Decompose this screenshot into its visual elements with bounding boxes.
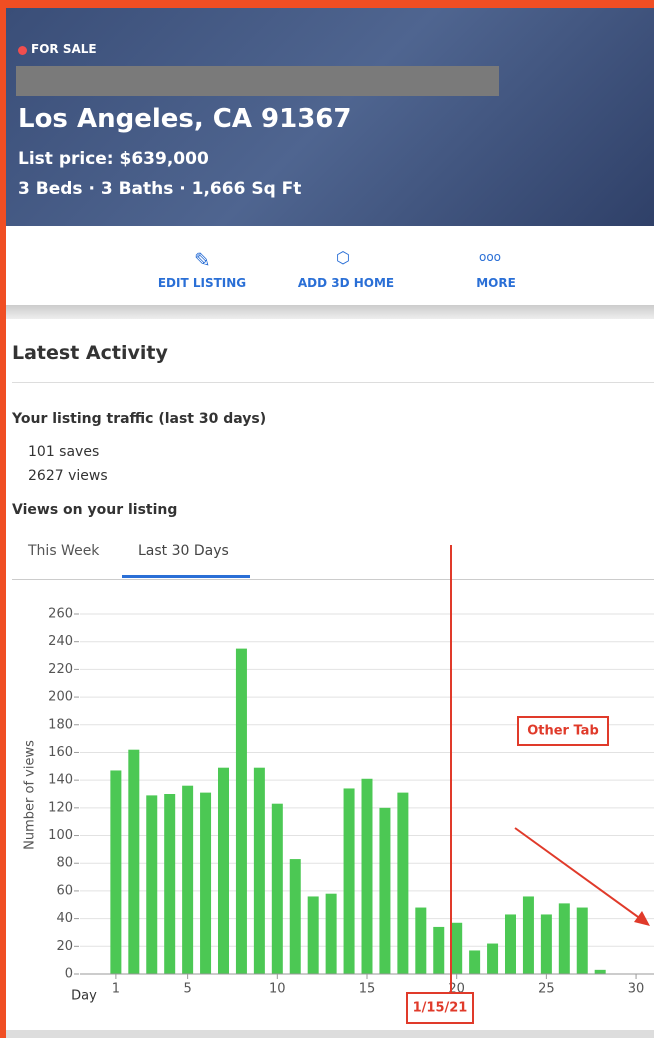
tab[interactable]: This Week: [28, 543, 100, 559]
bar: [522, 896, 534, 974]
arrow: [514, 827, 646, 923]
x-tick-label: 10: [269, 982, 286, 997]
bar: [594, 969, 606, 974]
annotation-box: [517, 716, 609, 746]
bar: [451, 922, 463, 974]
bar: [200, 792, 212, 974]
bar: [325, 893, 337, 974]
views-title: Views on your listing: [12, 502, 178, 518]
divider: [6, 305, 654, 319]
bar: [415, 907, 427, 974]
bar: [110, 770, 122, 974]
bar: [576, 907, 588, 974]
arrow-head: [634, 911, 650, 926]
rule: [12, 579, 654, 580]
more-icon: ooo: [479, 250, 502, 264]
more[interactable]: MORE: [476, 276, 516, 290]
bar: [433, 926, 445, 974]
3d-icon: ⬡: [336, 248, 350, 267]
section-title: Latest Activity: [12, 342, 168, 364]
bar: [253, 767, 265, 974]
annotation-box: [406, 992, 474, 1024]
add-3d-home[interactable]: ADD 3D HOME: [297, 276, 395, 290]
x-tick-label: 5: [183, 982, 191, 997]
annotation: 1/15/21: [413, 1001, 468, 1016]
bar: [289, 859, 301, 974]
annotation: Other Tab: [527, 724, 599, 739]
x-tick-label: 1: [112, 982, 120, 997]
y-tick-label: 60: [56, 883, 73, 898]
rule: [12, 382, 654, 383]
y-tick-label: 80: [56, 856, 73, 871]
y-tick-label: 40: [56, 911, 73, 926]
y-tick-label: 260: [48, 607, 73, 622]
redacted: [16, 66, 499, 96]
y-tick-label: 220: [48, 662, 73, 677]
y-tick-label: 180: [48, 717, 73, 732]
y-tick-label: 20: [56, 939, 73, 954]
bar: [397, 792, 409, 974]
y-tick-label: 200: [48, 690, 73, 705]
bar: [164, 794, 176, 974]
y-tick-label: 160: [48, 745, 73, 760]
bar: [218, 767, 229, 974]
bar: [487, 943, 499, 974]
x-tick-label: 15: [359, 982, 376, 997]
bar: [307, 896, 319, 974]
tab-active[interactable]: Last 30 Days: [138, 543, 229, 559]
status-dot: [18, 46, 27, 55]
bar: [146, 795, 158, 974]
x-tick-label: 25: [538, 982, 555, 997]
y-tick-label: 0: [65, 967, 73, 982]
price: List price: $639,000: [18, 149, 209, 169]
footer-bar: [6, 1030, 654, 1038]
details: 3 Beds · 3 Baths · 1,666 Sq Ft: [18, 179, 302, 199]
bar: [235, 648, 247, 974]
bar: [182, 785, 194, 974]
bar: [379, 807, 391, 974]
bar: [505, 914, 516, 974]
bar: [558, 903, 570, 974]
y-tick-label: 100: [48, 828, 73, 843]
y-tick-label: 120: [48, 800, 73, 815]
y-axis-label: Number of views: [23, 740, 38, 850]
bar: [469, 950, 481, 974]
views: 2627 views: [28, 468, 108, 484]
bar: [128, 749, 140, 974]
y-tick-label: 140: [48, 773, 73, 788]
bar: [343, 788, 355, 974]
edit-icon: ✎: [194, 248, 211, 272]
edit-listing[interactable]: EDIT LISTING: [157, 276, 247, 290]
x-axis-label: Day: [71, 989, 97, 1004]
tab-underline: [122, 575, 250, 578]
saves: 101 saves: [28, 444, 100, 460]
x-tick-label: 30: [628, 982, 645, 997]
bar: [540, 914, 552, 974]
bar: [361, 778, 373, 974]
y-tick-label: 240: [48, 634, 73, 649]
status: FOR SALE: [31, 42, 97, 56]
traffic-title: Your listing traffic (last 30 days): [12, 411, 267, 427]
bar: [271, 803, 283, 974]
title: Los Angeles, CA 91367: [18, 104, 352, 134]
hero: FOR SALE Los Angeles, CA 91367 List pric…: [6, 8, 654, 226]
